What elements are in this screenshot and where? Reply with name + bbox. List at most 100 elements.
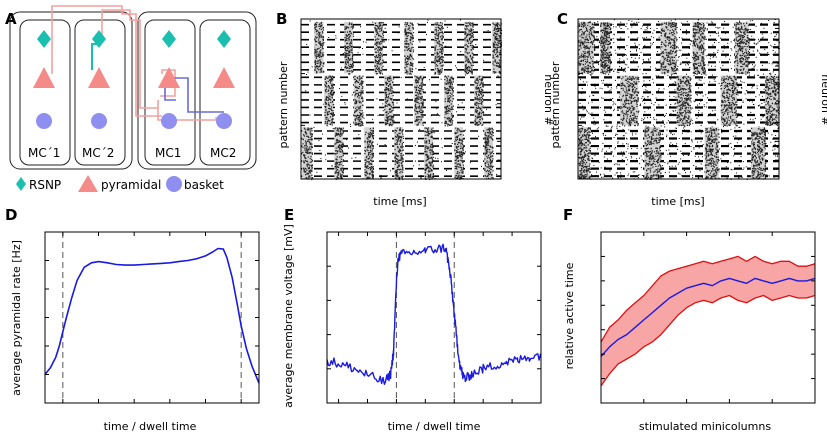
rasterB-burst-spike <box>367 146 369 148</box>
rasterB-burst-spike <box>379 47 382 49</box>
rasterB-burst-spike <box>318 31 320 33</box>
rasterB-spike <box>445 45 447 47</box>
rasterC-spike <box>601 88 603 90</box>
rasterB-burst-spike <box>471 45 473 47</box>
rasterB-burst-spike <box>471 72 473 74</box>
rasterC-spike <box>655 67 657 69</box>
rasterC-spike <box>669 143 671 145</box>
rasterC-spike <box>734 65 736 67</box>
rasterB-burst-spike <box>471 23 473 25</box>
rasterB-burst-spike <box>419 90 421 92</box>
rasterB-burst-spike <box>404 30 406 32</box>
rasterB-burst-spike <box>355 122 357 124</box>
rasterB-burst-spike <box>424 142 426 144</box>
rasterB-burst-spike <box>434 73 436 75</box>
rasterB-burst-spike <box>338 130 340 133</box>
rasterB-burst-spike <box>330 99 332 101</box>
rasterB-burst-spike <box>348 40 350 42</box>
rasterB-burst-spike <box>390 92 392 94</box>
rasterB-spike <box>495 104 497 106</box>
rasterB-burst-spike <box>342 129 344 131</box>
rasterC-spike <box>612 38 614 40</box>
rasterB-burst-spike <box>392 120 394 122</box>
rasterB-burst-spike <box>445 113 447 115</box>
rasterB-burst-spike <box>337 169 339 171</box>
rasterC-spike <box>771 134 773 136</box>
rasterB-burst-spike <box>310 148 312 150</box>
rasterB-burst-spike <box>404 34 406 36</box>
rasterB-burst-spike <box>415 86 417 89</box>
rasterC-spike <box>777 63 779 65</box>
rasterB-window-shade <box>314 21 324 74</box>
rasterB-burst-spike <box>438 71 440 73</box>
rasterB-spike <box>372 118 374 120</box>
rasterB-burst-spike <box>459 172 461 174</box>
rasterB-burst-spike <box>444 82 446 84</box>
rasterC-spike <box>664 162 666 164</box>
rasterB-burst-spike <box>427 146 429 148</box>
rasterC-spike <box>600 167 602 169</box>
rasterB-burst-spike <box>449 95 451 97</box>
rasterB-burst-spike <box>401 169 403 171</box>
rasterC-spike <box>640 167 642 169</box>
rasterB-burst-spike <box>460 154 462 156</box>
rasterB-burst-spike <box>448 120 450 122</box>
rasterC-spike <box>734 127 736 129</box>
rasterB-burst-spike <box>464 44 466 46</box>
rasterB-burst-spike <box>493 52 495 54</box>
rasterB-spike <box>362 53 364 55</box>
rasterB-burst-spike <box>449 101 451 103</box>
rasterB-burst-spike <box>336 169 338 171</box>
rasterB-burst-spike <box>477 116 479 118</box>
rasterB-burst-spike <box>444 88 446 90</box>
rasterB-burst-spike <box>455 167 457 169</box>
rasterC-spike <box>768 175 770 177</box>
rasterB-burst-spike <box>316 50 318 53</box>
rasterB-burst-spike <box>346 56 348 58</box>
rasterB-burst-spike <box>469 66 471 69</box>
rasterB-burst-spike <box>320 56 323 58</box>
rasterC-spike <box>680 158 682 160</box>
rasterC-spike <box>679 63 681 65</box>
rasterC-spike <box>658 36 660 38</box>
rasterC-spike <box>712 56 714 58</box>
rasterB-burst-spike <box>482 123 484 125</box>
rasterB-burst-spike <box>467 61 469 63</box>
rasterB-burst-spike <box>318 34 320 36</box>
rasterB-burst-spike <box>420 116 422 118</box>
rasterB-burst-spike <box>311 139 313 141</box>
rasterB-burst-spike <box>307 129 309 131</box>
rasterC-spike <box>616 71 618 73</box>
rasterB-burst-spike <box>355 89 357 92</box>
rasterB-active-window <box>424 127 435 181</box>
rasterB-burst-spike <box>392 116 394 118</box>
rasterB-burst-spike <box>359 115 361 117</box>
rasterB-burst-spike <box>432 131 434 133</box>
rasterC-spike <box>638 57 640 59</box>
rasterB-burst-spike <box>389 124 391 126</box>
rasterC-spike <box>774 141 776 143</box>
rasterB-burst-spike <box>314 25 316 27</box>
rasterC-spike <box>632 134 633 136</box>
rasterB-burst-spike <box>306 135 308 137</box>
rasterC-spike <box>628 129 630 131</box>
rasterB-burst-spike <box>454 167 456 170</box>
rasterB-burst-spike <box>401 156 403 158</box>
rasterB-burst-spike <box>399 148 401 150</box>
rasterB-burst-spike <box>494 35 496 37</box>
rasterB-burst-spike <box>412 49 415 51</box>
rasterB-burst-spike <box>457 143 459 145</box>
rasterB-burst-spike <box>340 129 342 131</box>
rasterB-burst-spike <box>331 100 334 103</box>
rasterC-spike <box>656 28 658 29</box>
rasterB-burst-spike <box>439 58 441 60</box>
rasterB-burst-spike <box>493 72 496 74</box>
rasterC-spike <box>613 155 614 157</box>
rasterB-burst-spike <box>392 104 395 106</box>
rasterB-burst-spike <box>379 62 381 64</box>
rasterC-spike <box>641 118 643 120</box>
rasterC-spike <box>625 26 627 27</box>
rasterC-spike <box>610 128 612 130</box>
rasterB-burst-spike <box>422 122 424 124</box>
rasterB-spike <box>389 170 391 172</box>
